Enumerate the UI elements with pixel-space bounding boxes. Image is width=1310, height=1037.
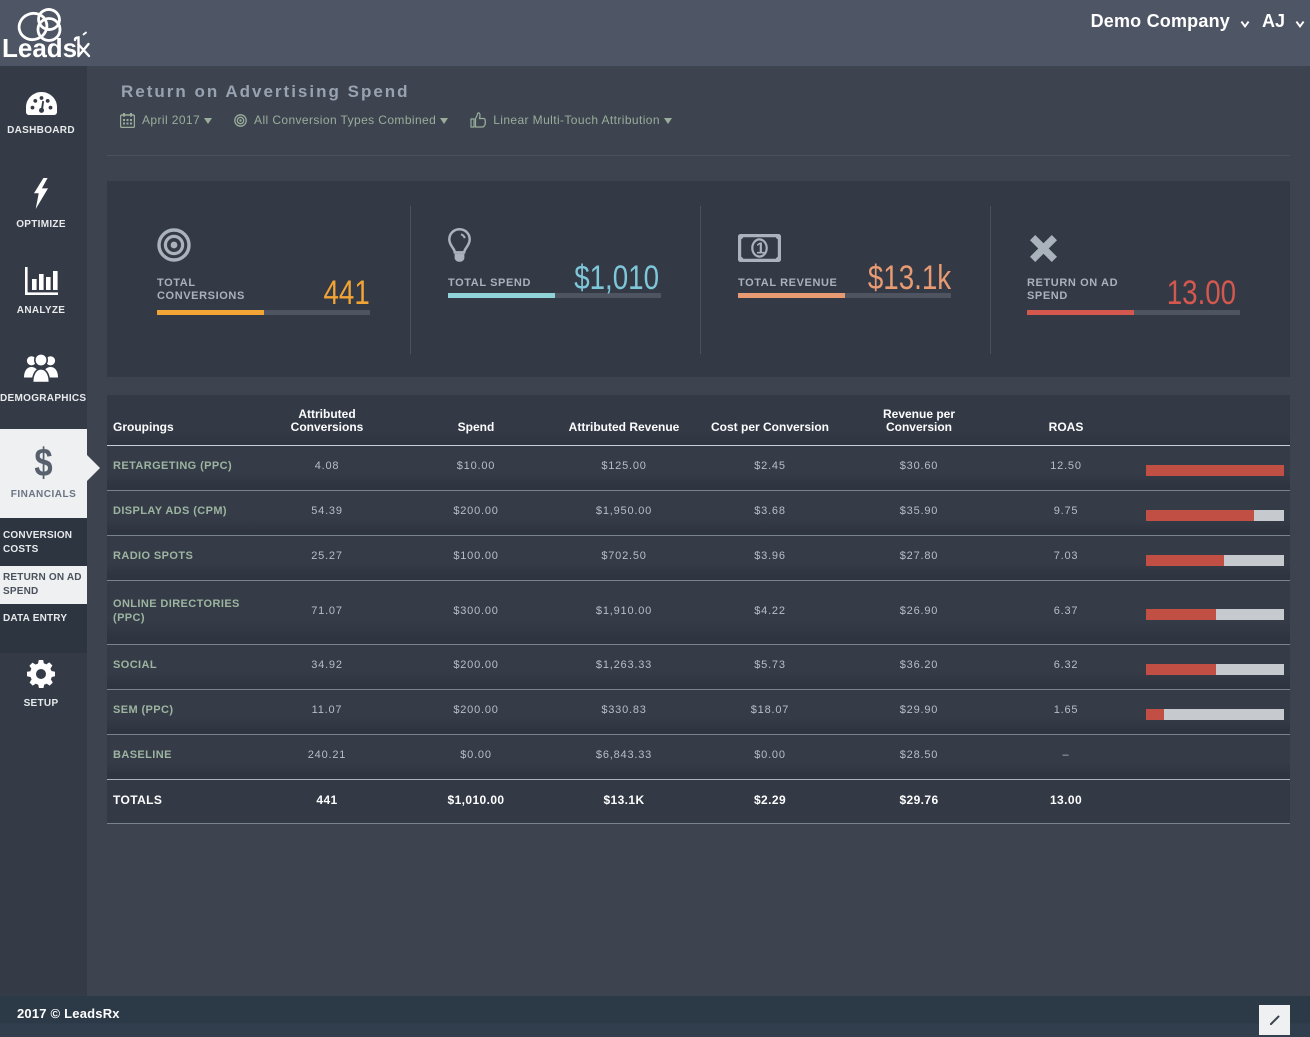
svg-text:1: 1 <box>756 241 765 258</box>
svg-text:Leads: Leads <box>2 33 77 62</box>
